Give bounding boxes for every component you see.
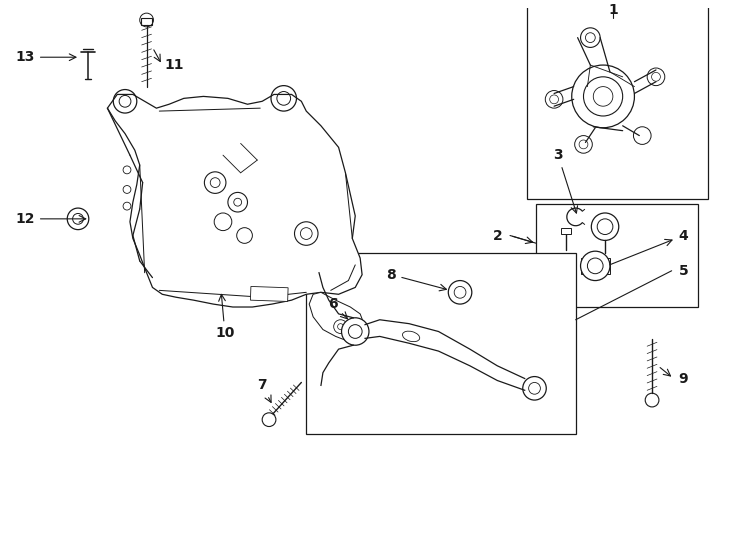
Text: 3: 3 [553, 148, 578, 213]
Text: 8: 8 [387, 268, 446, 291]
Circle shape [341, 318, 369, 345]
Circle shape [592, 213, 619, 240]
Text: 6: 6 [328, 297, 347, 319]
Circle shape [581, 251, 610, 281]
Text: 13: 13 [15, 50, 76, 64]
Text: 2: 2 [493, 228, 502, 242]
Text: 7: 7 [258, 379, 271, 402]
Text: 11: 11 [164, 58, 184, 72]
Circle shape [572, 65, 634, 128]
Text: 5: 5 [678, 264, 688, 278]
Bar [561, 228, 571, 233]
Circle shape [523, 376, 546, 400]
Circle shape [262, 413, 276, 427]
Text: 12: 12 [15, 212, 86, 226]
Text: 4: 4 [609, 228, 688, 265]
Polygon shape [107, 94, 362, 307]
Text: 10: 10 [215, 294, 235, 340]
Bar [250, 286, 288, 301]
Polygon shape [309, 292, 365, 341]
Circle shape [448, 281, 472, 304]
Text: 9: 9 [679, 372, 688, 386]
Text: 1: 1 [608, 3, 618, 17]
Bar [537, 204, 698, 307]
Bar [306, 253, 575, 434]
Bar [581, 258, 610, 274]
Bar [527, 0, 708, 199]
Circle shape [645, 393, 659, 407]
Bar [141, 18, 153, 25]
